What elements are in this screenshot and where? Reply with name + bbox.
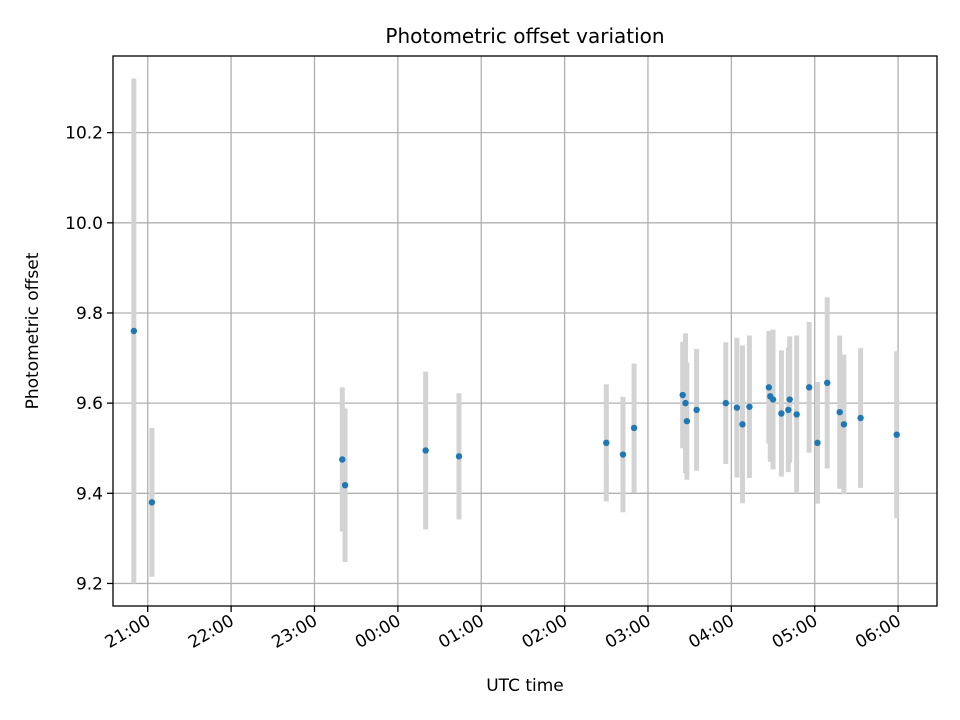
data-point (455, 453, 463, 460)
y-axis: 9.2 9.4 9.6 9.8 10.0 10.2 (65, 124, 113, 594)
chart-title: Photometric offset variation (385, 24, 664, 48)
data-point (805, 384, 813, 391)
y-tick-label: 10.2 (65, 124, 103, 144)
data-point (722, 399, 729, 407)
data-point (814, 439, 821, 447)
data-point (619, 451, 627, 458)
data-point (786, 396, 793, 403)
data-point (785, 406, 792, 414)
y-tick-label: 9.4 (76, 484, 103, 504)
data-point (693, 406, 700, 414)
plot-frame (112, 55, 938, 607)
data-point (793, 411, 800, 418)
y-tick-label: 9.8 (76, 304, 103, 324)
data-point (679, 391, 686, 399)
data-point (893, 431, 900, 438)
data-point (840, 421, 848, 428)
y-tick-label: 10.0 (65, 214, 103, 234)
data-point (733, 404, 741, 411)
data-point (769, 396, 777, 403)
data-point (824, 379, 831, 387)
y-tick-label: 9.6 (76, 394, 103, 414)
data-point (778, 410, 785, 417)
grid (113, 56, 937, 606)
data-point (603, 439, 610, 447)
data-point (746, 403, 753, 410)
data-point (765, 384, 773, 391)
x-axis-title: UTC time (486, 676, 564, 696)
data-point (339, 456, 346, 463)
y-tick-label: 9.2 (76, 574, 103, 594)
data-points (130, 327, 900, 506)
data-point (682, 399, 689, 407)
data-point (739, 421, 746, 428)
data-point (422, 447, 429, 454)
data-point (148, 499, 156, 506)
data-point (130, 327, 138, 335)
data-point (630, 424, 638, 432)
data-point (836, 408, 843, 416)
y-axis-title: Photometric offset (23, 252, 43, 409)
data-point (857, 414, 864, 422)
data-point (683, 417, 691, 425)
data-point (341, 481, 349, 489)
